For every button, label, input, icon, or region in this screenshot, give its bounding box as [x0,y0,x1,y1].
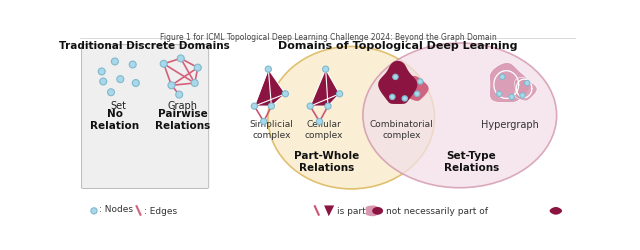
Text: No
Relation: No Relation [90,108,140,130]
Polygon shape [324,206,334,216]
Text: : Edges: : Edges [143,206,177,215]
Text: Graph: Graph [167,100,197,110]
Text: : Nodes: : Nodes [99,204,133,213]
Polygon shape [490,63,530,103]
Polygon shape [372,207,383,215]
Circle shape [337,91,343,98]
Polygon shape [254,70,285,107]
Circle shape [417,80,423,85]
Circle shape [268,104,275,110]
Circle shape [325,104,331,110]
Circle shape [265,67,271,73]
Circle shape [316,119,323,125]
Polygon shape [515,78,537,102]
Polygon shape [365,206,383,216]
Text: Part-Whole
Relations: Part-Whole Relations [294,150,359,173]
Text: Combinatorial
complex: Combinatorial complex [370,120,433,139]
Circle shape [402,96,408,102]
Circle shape [176,92,182,99]
Circle shape [323,67,329,73]
Circle shape [100,79,107,86]
Text: Set-Type
Relations: Set-Type Relations [444,150,499,173]
Circle shape [520,93,525,99]
Circle shape [307,104,313,110]
Circle shape [177,56,184,62]
Circle shape [500,75,505,80]
Circle shape [117,76,124,83]
Polygon shape [406,76,429,102]
Text: Hypergraph: Hypergraph [481,120,539,130]
Text: Simplicial
complex: Simplicial complex [250,120,293,139]
Circle shape [497,92,502,97]
Circle shape [129,62,136,69]
Circle shape [98,69,105,76]
Text: is part of: is part of [337,206,378,215]
Ellipse shape [268,47,435,189]
Circle shape [509,95,515,100]
Circle shape [524,81,530,86]
Circle shape [393,75,398,80]
Text: not necessarily part of: not necessarily part of [386,206,488,215]
Circle shape [160,61,167,68]
Circle shape [282,91,289,98]
Circle shape [191,80,198,87]
Circle shape [108,90,115,96]
Polygon shape [550,207,562,215]
Text: Traditional Discrete Domains: Traditional Discrete Domains [59,41,230,51]
Polygon shape [378,62,417,104]
Text: Cellular
complex: Cellular complex [305,120,344,139]
Circle shape [260,119,267,125]
Text: Set: Set [111,100,127,110]
Polygon shape [310,70,340,107]
Circle shape [195,65,202,72]
Text: Pairwise
Relations: Pairwise Relations [156,108,211,130]
Text: Figure 1 for ICML Topological Deep Learning Challenge 2024: Beyond the Graph Dom: Figure 1 for ICML Topological Deep Learn… [159,33,497,42]
Ellipse shape [363,44,557,188]
Circle shape [91,208,97,214]
Circle shape [168,82,175,89]
Circle shape [111,59,118,66]
Text: Domains of Topological Deep Learning: Domains of Topological Deep Learning [278,41,518,51]
Circle shape [390,95,395,100]
Circle shape [132,80,140,87]
FancyBboxPatch shape [81,45,209,189]
Circle shape [252,104,257,110]
Circle shape [415,92,420,97]
